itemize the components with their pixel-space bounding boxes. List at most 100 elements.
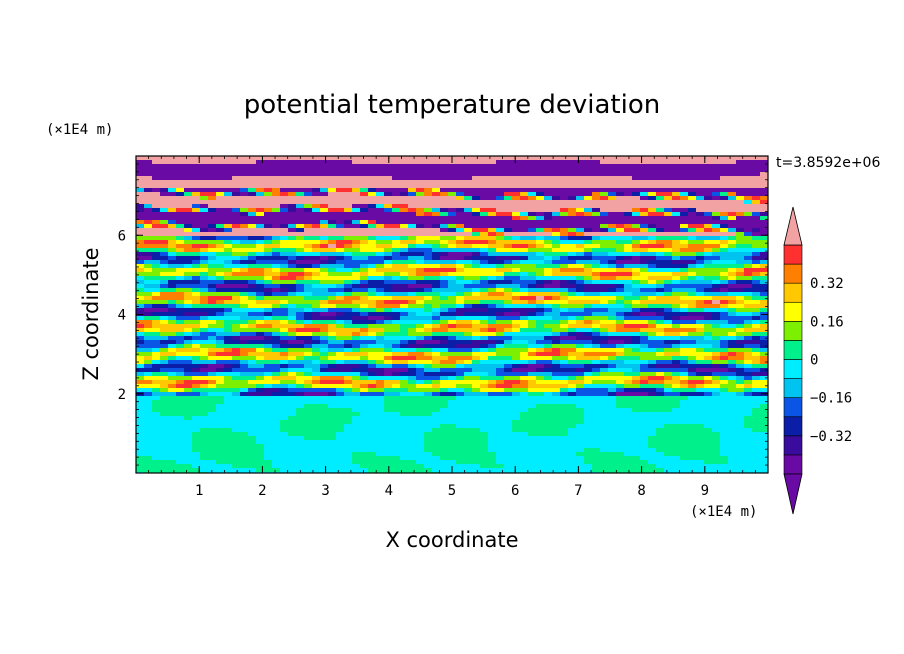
field-cell [288,412,297,417]
field-cell [232,220,241,225]
field-cell [248,232,257,237]
field-cell [512,408,521,413]
field-cell [184,216,193,221]
field-cell [312,416,321,421]
field-cell [296,396,305,401]
field-cell [520,376,529,381]
field-cell [248,284,257,289]
field-cell [176,164,185,169]
field-cell [352,160,361,165]
field-cell [296,416,305,421]
field-cell [560,452,569,457]
field-cell [296,164,305,169]
field-cell [160,344,169,349]
field-cell [408,236,417,241]
field-cell [464,456,473,461]
field-cell [400,412,409,417]
field-cell [344,464,353,469]
field-cell [600,460,609,465]
field-cell [368,352,377,357]
field-cell [232,240,241,245]
field-cell [280,384,289,389]
field-cell [560,416,569,421]
field-cell [304,376,313,381]
field-cell [312,352,321,357]
field-cell [408,376,417,381]
field-cell [336,320,345,325]
field-cell [168,216,177,221]
field-cell [368,436,377,441]
field-cell [456,156,465,161]
field-cell [424,288,433,293]
field-cell [448,252,457,257]
field-cell [512,212,521,217]
field-cell [136,164,145,169]
field-cell [528,428,537,433]
field-cell [584,456,593,461]
field-cell [504,396,513,401]
field-cell [168,248,177,253]
field-cell [192,168,201,173]
field-cell [456,440,465,445]
field-cell [544,164,553,169]
field-cell [272,160,281,165]
field-cell [528,160,537,165]
field-cell [224,452,233,457]
field-cell [568,364,577,369]
field-cell [488,396,497,401]
field-cell [504,232,513,237]
field-cell [520,340,529,345]
field-cell [224,436,233,441]
field-cell [416,272,425,277]
field-cell [320,368,329,373]
field-cell [616,440,625,445]
field-cell [288,200,297,205]
field-cell [328,204,337,209]
field-cell [584,164,593,169]
field-cell [160,228,169,233]
field-cell [208,320,217,325]
field-cell [184,236,193,241]
field-cell [160,160,169,165]
field-cell [192,296,201,301]
field-cell [368,164,377,169]
field-cell [152,392,161,397]
field-cell [472,416,481,421]
field-cell [200,432,209,437]
field-cell [336,468,345,473]
field-cell [424,452,433,457]
field-cell [336,356,345,361]
field-cell [152,348,161,353]
field-cell [352,168,361,173]
field-cell [488,368,497,373]
field-cell [312,232,321,237]
field-cell [224,420,233,425]
field-cell [496,200,505,205]
field-cell [384,272,393,277]
field-cell [392,348,401,353]
field-cell [312,156,321,161]
field-cell [280,248,289,253]
field-cell [272,324,281,329]
field-cell [576,180,585,185]
field-cell [520,428,529,433]
field-cell [144,168,153,173]
field-cell [224,300,233,305]
field-cell [216,256,225,261]
field-cell [296,448,305,453]
field-cell [528,236,537,241]
field-cell [168,156,177,161]
field-cell [552,376,561,381]
field-cell [352,248,361,253]
field-cell [440,284,449,289]
field-cell [496,412,505,417]
field-cell [352,256,361,261]
field-cell [464,428,473,433]
field-cell [376,452,385,457]
field-cell [304,200,313,205]
field-cell [488,360,497,365]
field-cell [168,324,177,329]
field-cell [560,448,569,453]
field-cell [168,224,177,229]
field-cell [288,264,297,269]
